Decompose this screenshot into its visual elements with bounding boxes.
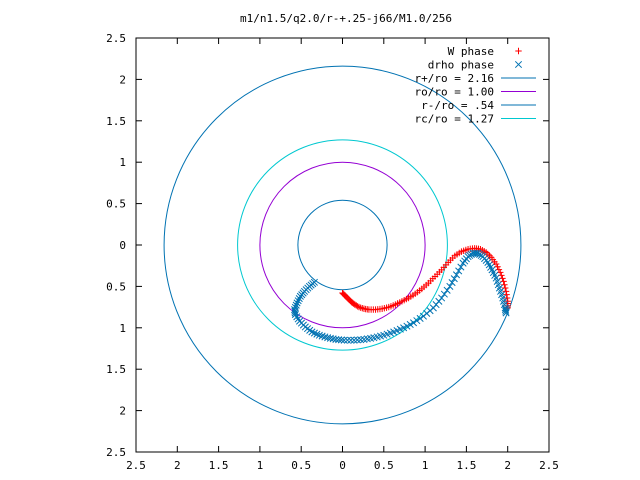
data-point: [292, 301, 300, 309]
chart-title: m1/n1.5/q2.0/r-+.25-j66/M1.0/256: [240, 12, 452, 25]
data-point: [295, 294, 303, 303]
y-tick-label: 2: [119, 405, 126, 418]
data-point: [413, 317, 421, 325]
data-point: [443, 286, 451, 294]
data-point: [350, 336, 358, 344]
legend-label: W phase: [448, 45, 494, 58]
data-series: [291, 245, 511, 344]
series-w-phase: [339, 245, 511, 313]
circle-rc: [237, 139, 448, 351]
x-tick-label: 2.5: [126, 459, 146, 472]
data-point: [416, 314, 424, 322]
legend-label: ro/ro = 1.00: [415, 86, 494, 99]
y-tick-label: 1.5: [106, 363, 126, 376]
y-tick-label: 0: [119, 239, 126, 252]
data-point: [446, 282, 454, 290]
data-point: [409, 319, 418, 327]
data-point: [494, 263, 501, 271]
x-tick-label: 0: [339, 459, 346, 472]
circle-ro: [259, 161, 426, 329]
y-tick-label: 1.5: [106, 115, 126, 128]
data-point: [440, 290, 448, 298]
data-point: [492, 260, 500, 268]
y-tick-label: 2.5: [106, 446, 126, 459]
data-point: [457, 263, 465, 271]
data-point: [347, 336, 355, 344]
x-tick-label: 0.5: [291, 459, 311, 472]
data-point: [343, 336, 352, 344]
data-point: [326, 334, 334, 342]
circle-r+: [163, 65, 522, 425]
axis-ticks: 2.5 2 1.5 1 0.5 0 0.5 1 1.5 2 2.52.521.510.500.511…: [106, 32, 559, 472]
data-point: [438, 294, 446, 302]
data-point: [291, 309, 299, 317]
data-point: [324, 334, 332, 342]
y-tick-label: 0.5: [106, 280, 126, 293]
data-point: [495, 266, 503, 273]
x-tick-label: 1: [422, 459, 429, 472]
data-point: [337, 336, 345, 344]
y-tick-label: 2.5: [106, 32, 126, 45]
y-tick-label: 2: [119, 73, 126, 86]
data-point: [340, 336, 348, 344]
series-drho-phase: [291, 249, 510, 344]
circle-r-: [297, 199, 388, 291]
x-tick-label: 0.5: [374, 459, 394, 472]
legend-label: r+/ro = 2.16: [415, 72, 494, 85]
data-point: [503, 294, 511, 302]
data-point: [294, 297, 302, 305]
reference-circles: [163, 65, 522, 425]
legend-label: drho phase: [428, 59, 494, 72]
data-point: [502, 288, 510, 295]
y-tick-label: 0.5: [106, 198, 126, 211]
data-point: [502, 307, 510, 315]
y-tick-label: 1: [119, 322, 126, 335]
data-point: [450, 275, 458, 283]
x-tick-label: 1: [257, 459, 264, 472]
data-point: [354, 303, 361, 310]
data-point: [296, 292, 304, 300]
data-point: [503, 291, 510, 298]
data-point: [293, 299, 301, 307]
y-tick-label: 1: [119, 156, 126, 169]
x-tick-label: 1.5: [456, 459, 476, 472]
legend-label: rc/ro = 1.27: [415, 113, 494, 126]
data-point: [502, 309, 510, 317]
x-tick-label: 2: [174, 459, 181, 472]
data-point: [452, 271, 461, 279]
legend-marker: [515, 47, 522, 55]
legend-marker: [514, 60, 523, 69]
data-point: [455, 267, 463, 275]
data-point: [502, 284, 509, 292]
x-tick-label: 2: [504, 459, 511, 472]
data-point: [500, 278, 507, 285]
x-tick-label: 2.5: [539, 459, 559, 472]
data-point: [497, 269, 504, 276]
data-point: [357, 336, 365, 344]
data-point: [340, 290, 347, 298]
data-point: [448, 278, 456, 287]
x-tick-label: 1.5: [209, 459, 229, 472]
legend-label: r-/ro = .54: [421, 99, 494, 112]
data-point: [353, 336, 361, 344]
